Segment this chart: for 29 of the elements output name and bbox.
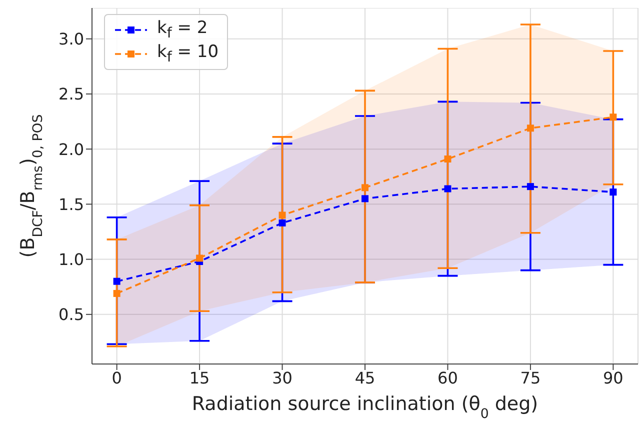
legend-label: k$_{f}$ = 10: [157, 42, 219, 66]
x-tick-label: 60: [438, 368, 458, 388]
x-tick-label: 90: [603, 368, 624, 388]
point: [278, 219, 286, 226]
x-tick-label: 75: [520, 368, 541, 388]
x-tick-label: 30: [272, 368, 292, 388]
point: [444, 155, 452, 162]
point: [362, 195, 368, 202]
point: [526, 124, 534, 132]
point: [113, 278, 120, 285]
point: [278, 212, 286, 219]
x-tick-label: 0: [112, 368, 122, 388]
y-tick-label: 0.5: [58, 305, 84, 324]
y-tick-label: 3.0: [58, 30, 84, 49]
x-tick-label: 15: [189, 368, 210, 388]
point: [362, 184, 368, 192]
x-tick-label: 45: [354, 368, 376, 388]
point: [526, 183, 534, 190]
x-axis-title: Radiation source inclination (θ$_{0}$ deg): [192, 393, 538, 422]
point: [196, 254, 204, 262]
y-tick-label: 1.0: [58, 250, 84, 269]
point: [610, 114, 617, 121]
y-tick-label: 1.5: [58, 194, 84, 214]
point: [444, 185, 452, 192]
y-tick-label: 2.0: [58, 140, 84, 159]
legend-label: k$_{f}$ = 2: [157, 18, 208, 42]
y-tick-label: 2.5: [58, 84, 84, 104]
point: [610, 188, 617, 196]
point: [113, 290, 120, 297]
